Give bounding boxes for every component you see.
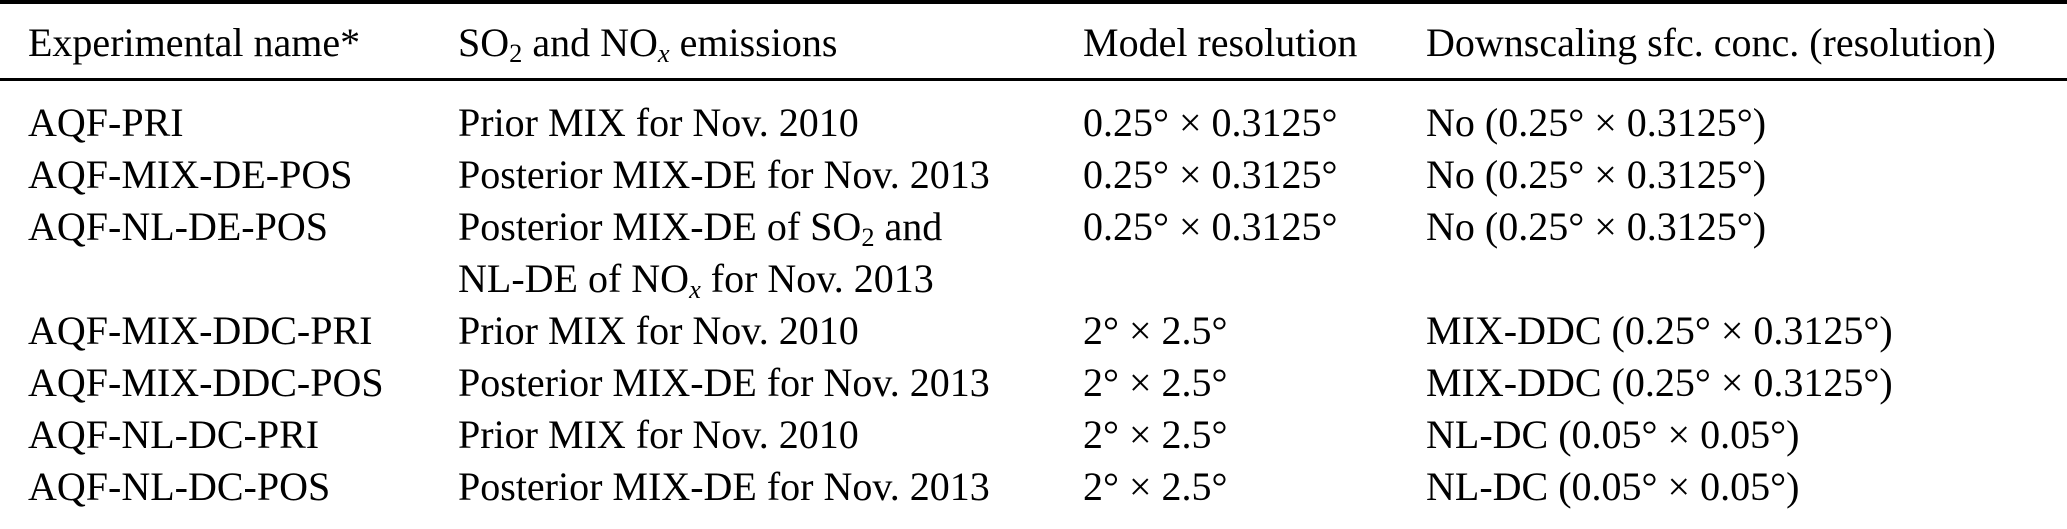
text-run: Model resolution (1083, 20, 1358, 65)
cell-model-resolution: 2° × 2.5° (1083, 357, 1426, 409)
subscript-text: 2 (509, 37, 523, 68)
text-run: AQF-MIX-DDC-PRI (28, 307, 373, 353)
text-run: 2° × 2.5° (1083, 463, 1228, 509)
text-run: AQF-NL-DC-POS (28, 463, 331, 509)
text-run: emissions (669, 20, 838, 65)
table-head: Experimental name* SO2 and NOx emissions M… (0, 2, 2067, 81)
table-row: AQF-MIX-DE-POS Posterior MIX-DE for Nov. … (0, 149, 2067, 201)
text-run: 2° × 2.5° (1083, 307, 1228, 353)
text-run: Prior MIX for Nov. 2010 (458, 99, 859, 145)
column-header-emissions: SO2 and NOx emissions (458, 2, 1083, 81)
cell-emissions: Posterior MIX-DE for Nov. 2013 (458, 149, 1083, 201)
cell-experimental-name: AQF-MIX-DDC-POS (0, 357, 458, 409)
text-run: MIX-DDC (0.25° × 0.3125°) (1426, 307, 1893, 353)
text-run: 0.25° × 0.3125° (1083, 203, 1338, 249)
table-row: AQF-MIX-DDC-PRI Prior MIX for Nov. 2010 2°… (0, 305, 2067, 357)
text-run: for Nov. 2013 (700, 255, 934, 301)
cell-emissions: Posterior MIX-DE for Nov. 2013 (458, 357, 1083, 409)
column-header-model-resolution: Model resolution (1083, 2, 1426, 81)
cell-experimental-name: AQF-NL-DE-POS (0, 201, 458, 305)
cell-emissions: Posterior MIX-DE of SO2 and NL-DE of NOx … (458, 201, 1083, 305)
text-run: SO (458, 20, 510, 65)
text-run: 0.25° × 0.3125° (1083, 151, 1338, 197)
cell-model-resolution: 0.25° × 0.3125° (1083, 149, 1426, 201)
text-run: No (0.25° × 0.3125°) (1426, 151, 1767, 197)
cell-emissions: Prior MIX for Nov. 2010 (458, 79, 1083, 149)
subscript-text: x (657, 37, 670, 68)
text-run: 0.25° × 0.3125° (1083, 99, 1338, 145)
text-run: Posterior MIX-DE for Nov. 2013 (458, 359, 990, 405)
cell-downscaling: No (0.25° × 0.3125°) (1426, 149, 2067, 201)
text-run: AQF-NL-DC-PRI (28, 411, 320, 457)
table-row: AQF-NL-DE-POS Posterior MIX-DE of SO2 and… (0, 201, 2067, 305)
column-header-downscaling: Downscaling sfc. conc. (resolution) (1426, 2, 2067, 81)
cell-model-resolution: 2° × 2.5° (1083, 461, 1426, 529)
text-run: Prior MIX for Nov. 2010 (458, 411, 859, 457)
table-row: AQF-MIX-DDC-POS Posterior MIX-DE for Nov.… (0, 357, 2067, 409)
cell-experimental-name: AQF-MIX-DE-POS (0, 149, 458, 201)
text-run: AQF-MIX-DE-POS (28, 151, 353, 197)
cell-experimental-name: AQF-NL-DC-PRI (0, 409, 458, 461)
table-row: AQF-PRI Prior MIX for Nov. 2010 0.25° × 0.… (0, 79, 2067, 149)
text-run: 2° × 2.5° (1083, 411, 1228, 457)
column-header-experimental-name: Experimental name* (0, 2, 458, 81)
text-run: NL-DC (0.05° × 0.05°) (1426, 463, 1800, 509)
text-run: AQF-NL-DE-POS (28, 203, 328, 249)
table-row: AQF-NL-DC-POS Posterior MIX-DE for Nov. 2… (0, 461, 2067, 529)
text-run: and (874, 203, 943, 249)
text-run: Posterior MIX-DE for Nov. 2013 (458, 463, 990, 509)
text-run: Downscaling sfc. conc. (resolution) (1426, 20, 1996, 65)
table-body: AQF-PRI Prior MIX for Nov. 2010 0.25° × 0.… (0, 79, 2067, 529)
cell-downscaling: No (0.25° × 0.3125°) (1426, 201, 2067, 305)
cell-downscaling: MIX-DDC (0.25° × 0.3125°) (1426, 305, 2067, 357)
text-run: No (0.25° × 0.3125°) (1426, 99, 1767, 145)
text-run: Prior MIX for Nov. 2010 (458, 307, 859, 353)
text-run: Posterior MIX-DE for Nov. 2013 (458, 151, 990, 197)
cell-experimental-name: AQF-MIX-DDC-PRI (0, 305, 458, 357)
cell-downscaling: NL-DC (0.05° × 0.05°) (1426, 461, 2067, 529)
text-run: MIX-DDC (0.25° × 0.3125°) (1426, 359, 1893, 405)
text-run: Experimental name* (28, 20, 361, 65)
text-run: AQF-PRI (28, 99, 184, 145)
text-run: and NO (522, 20, 658, 65)
cell-emissions: Posterior MIX-DE for Nov. 2013 (458, 461, 1083, 529)
table-row: AQF-NL-DC-PRI Prior MIX for Nov. 2010 2° ×… (0, 409, 2067, 461)
cell-model-resolution: 2° × 2.5° (1083, 409, 1426, 461)
cell-model-resolution: 2° × 2.5° (1083, 305, 1426, 357)
cell-experimental-name: AQF-NL-DC-POS (0, 461, 458, 529)
text-run: NL-DE of NO (458, 255, 690, 301)
cell-downscaling: No (0.25° × 0.3125°) (1426, 79, 2067, 149)
cell-model-resolution: 0.25° × 0.3125° (1083, 201, 1426, 305)
text-run: AQF-MIX-DDC-POS (28, 359, 384, 405)
text-run: NL-DC (0.05° × 0.05°) (1426, 411, 1800, 457)
cell-experimental-name: AQF-PRI (0, 79, 458, 149)
text-run: No (0.25° × 0.3125°) (1426, 203, 1767, 249)
text-run: Posterior MIX-DE of SO (458, 203, 862, 249)
header-row: Experimental name* SO2 and NOx emissions M… (0, 2, 2067, 81)
text-run: 2° × 2.5° (1083, 359, 1228, 405)
subscript-text: 2 (861, 221, 875, 252)
cell-downscaling: MIX-DDC (0.25° × 0.3125°) (1426, 357, 2067, 409)
subscript-text: x (689, 273, 701, 304)
cell-model-resolution: 0.25° × 0.3125° (1083, 79, 1426, 149)
cell-emissions: Prior MIX for Nov. 2010 (458, 409, 1083, 461)
cell-emissions: Prior MIX for Nov. 2010 (458, 305, 1083, 357)
cell-downscaling: NL-DC (0.05° × 0.05°) (1426, 409, 2067, 461)
